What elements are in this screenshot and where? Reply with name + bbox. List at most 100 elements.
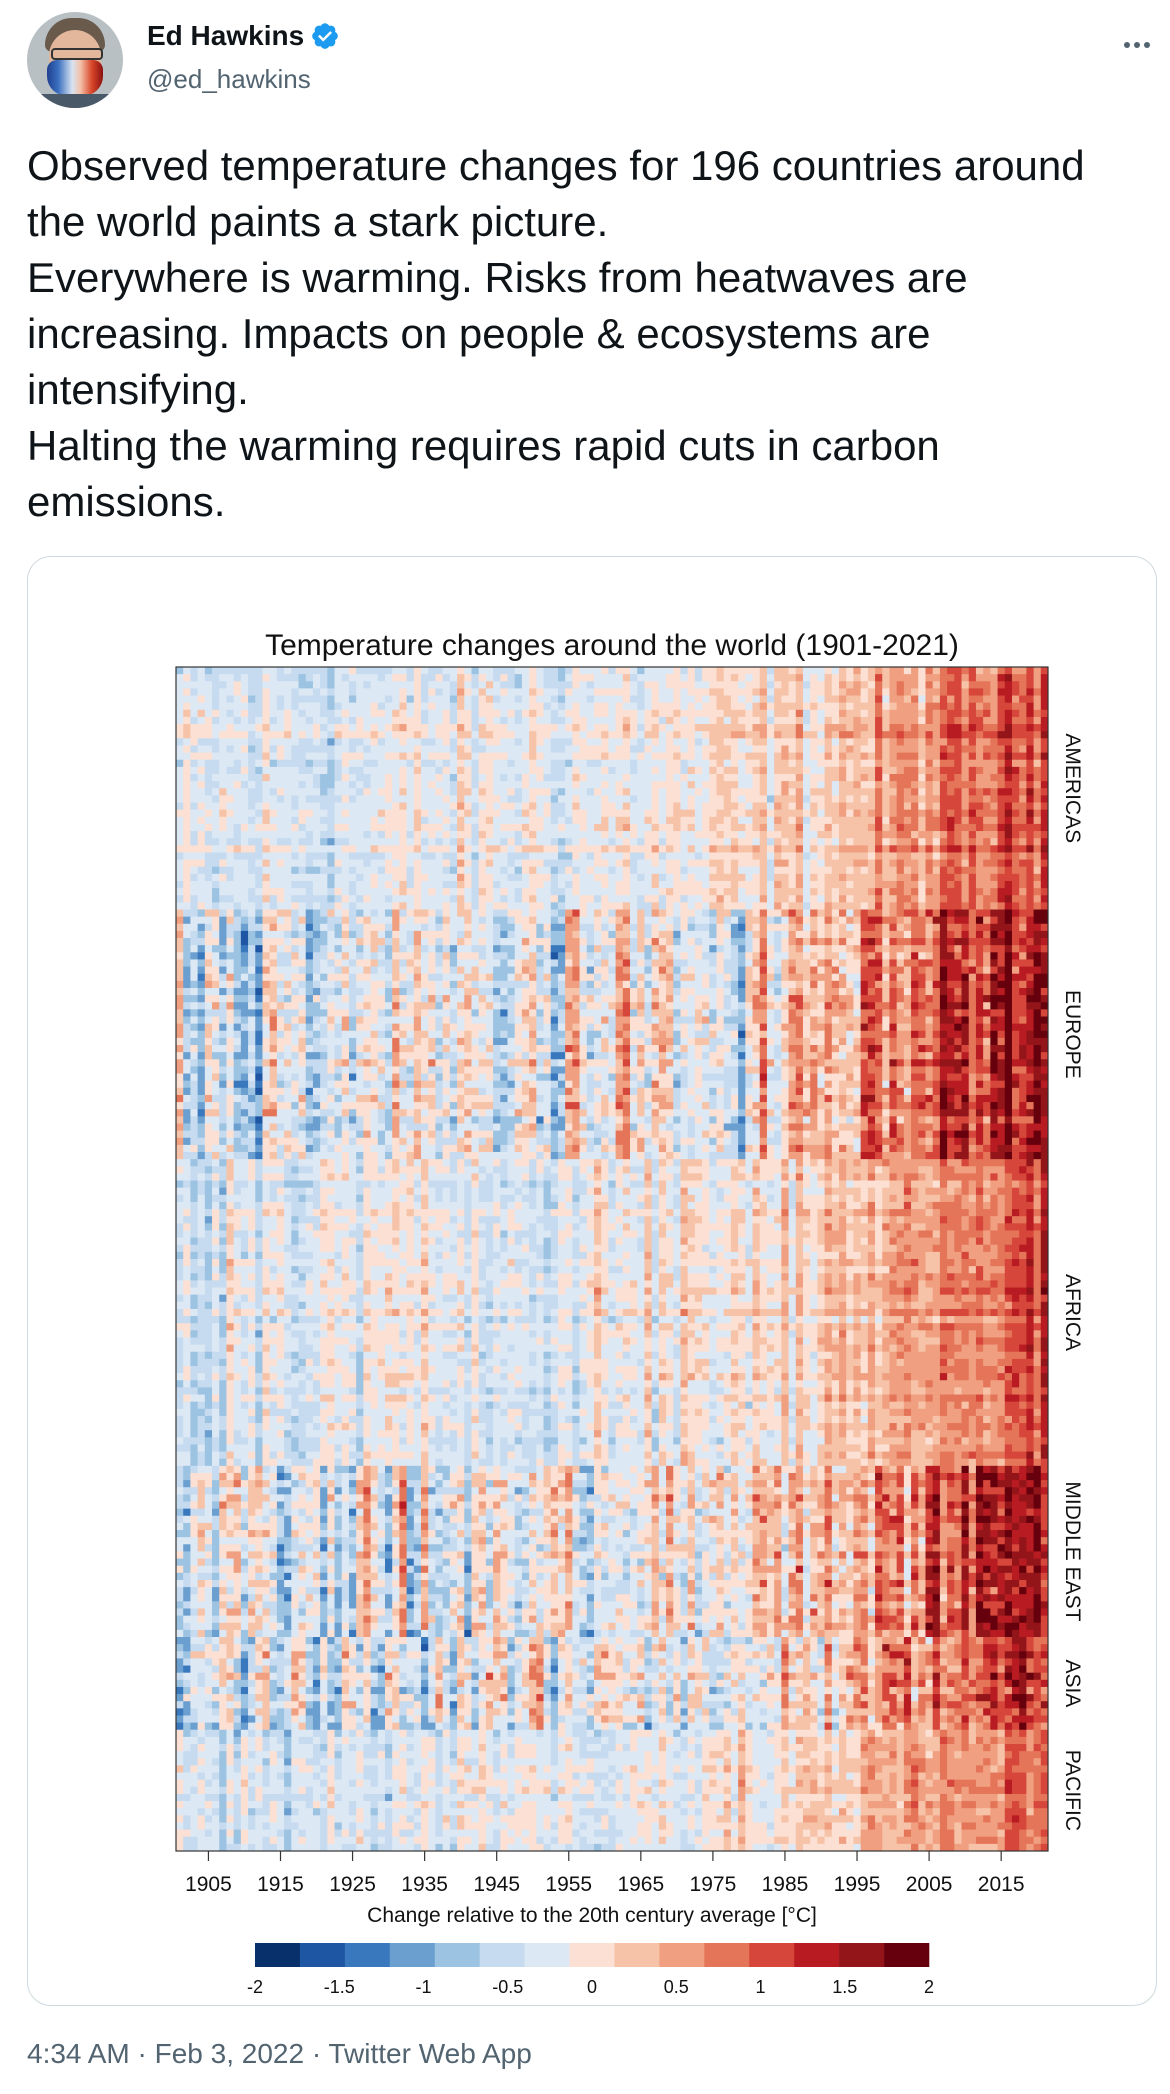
heatmap-cell	[277, 781, 285, 789]
heatmap-cell	[306, 731, 314, 739]
author-handle[interactable]: @ed_hawkins	[147, 64, 311, 95]
heatmap-cell	[219, 860, 227, 868]
heatmap-cell	[817, 910, 825, 918]
heatmap-cell	[335, 931, 343, 939]
heatmap-cell	[313, 895, 321, 903]
heatmap-cell	[299, 924, 307, 932]
heatmap-cell	[897, 867, 905, 875]
heatmap-cell	[738, 781, 746, 789]
heatmap-cell	[904, 881, 912, 889]
heatmap-cell	[356, 945, 364, 953]
heatmap-cell	[760, 924, 768, 932]
heatmap-cell	[760, 838, 768, 846]
heatmap-cell	[212, 788, 220, 796]
heatmap-cell	[962, 717, 970, 725]
heatmap-cell	[226, 959, 234, 967]
heatmap-cell	[688, 838, 696, 846]
heatmap-cell	[976, 703, 984, 711]
heatmap-cell	[947, 688, 955, 696]
heatmap-cell	[486, 731, 494, 739]
heatmap-cell	[522, 810, 530, 818]
heatmap-cell	[789, 724, 797, 732]
heatmap-cell	[248, 710, 256, 718]
heatmap-cell	[709, 795, 717, 803]
heatmap-cell	[255, 681, 263, 689]
more-horizontal-icon[interactable]	[1117, 30, 1157, 60]
heatmap-cell	[969, 731, 977, 739]
heatmap-cell	[659, 745, 667, 753]
heatmap-cell	[781, 760, 789, 768]
heatmap-cell	[666, 852, 674, 860]
heatmap-cell	[226, 917, 234, 925]
heatmap-cell	[299, 710, 307, 718]
heatmap-cell	[356, 867, 364, 875]
heatmap-cell	[385, 945, 393, 953]
heatmap-cell	[738, 774, 746, 782]
heatmap-cell	[284, 717, 292, 725]
heatmap-cell	[969, 888, 977, 896]
heatmap-cell	[695, 731, 703, 739]
heatmap-cell	[226, 717, 234, 725]
heatmap-cell	[724, 888, 732, 896]
heatmap-cell	[673, 781, 681, 789]
heatmap-cell	[342, 867, 350, 875]
heatmap-cell	[947, 745, 955, 753]
heatmap-cell	[644, 731, 652, 739]
heatmap-cell	[998, 688, 1006, 696]
heatmap-cell	[889, 745, 897, 753]
heatmap-cell	[399, 824, 407, 832]
heatmap-cell	[291, 938, 299, 946]
heatmap-cell	[241, 845, 249, 853]
heatmap-cell	[580, 681, 588, 689]
heatmap-cell	[933, 681, 941, 689]
tweet-media-card[interactable]: Temperature changes around the world (19…	[27, 556, 1157, 2006]
heatmap-cell	[659, 774, 667, 782]
heatmap-cell	[861, 788, 869, 796]
heatmap-cell	[608, 924, 616, 932]
heatmap-cell	[471, 788, 479, 796]
heatmap-cell	[356, 767, 364, 775]
heatmap-cell	[241, 838, 249, 846]
heatmap-cell	[450, 753, 458, 761]
heatmap-cell	[839, 931, 847, 939]
heatmap-cell	[652, 881, 660, 889]
author-display-name[interactable]: Ed Hawkins	[147, 20, 304, 52]
heatmap-cell	[861, 710, 869, 718]
heatmap-cell	[219, 724, 227, 732]
heatmap-cell	[580, 738, 588, 746]
heatmap-cell	[335, 910, 343, 918]
heatmap-cell	[745, 910, 753, 918]
heatmap-cell	[753, 931, 761, 939]
heatmap-cell	[183, 710, 191, 718]
heatmap-cell	[875, 910, 883, 918]
heatmap-cell	[587, 845, 595, 853]
heatmap-cell	[270, 696, 278, 704]
heatmap-cell	[270, 803, 278, 811]
heatmap-cell	[1019, 710, 1027, 718]
heatmap-cell	[652, 838, 660, 846]
heatmap-cell	[392, 945, 400, 953]
heatmap-cell	[558, 795, 566, 803]
heatmap-cell	[205, 845, 213, 853]
heatmap-cell	[904, 688, 912, 696]
heatmap-cell	[781, 881, 789, 889]
heatmap-cell	[666, 838, 674, 846]
heatmap-cell	[421, 902, 429, 910]
heatmap-cell	[198, 917, 206, 925]
heatmap-cell	[1034, 774, 1042, 782]
heatmap-cell	[385, 931, 393, 939]
author-avatar[interactable]	[27, 12, 123, 108]
heatmap-cell	[724, 924, 732, 932]
heatmap-cell	[817, 674, 825, 682]
heatmap-cell	[356, 831, 364, 839]
heatmap-cell	[738, 852, 746, 860]
heatmap-cell	[875, 895, 883, 903]
heatmap-cell	[817, 952, 825, 960]
heatmap-cell	[479, 902, 487, 910]
heatmap-cell	[544, 696, 552, 704]
heatmap-cell	[947, 910, 955, 918]
heatmap-cell	[1034, 760, 1042, 768]
heatmap-cell	[875, 867, 883, 875]
heatmap-cell	[817, 888, 825, 896]
heatmap-cell	[911, 781, 919, 789]
